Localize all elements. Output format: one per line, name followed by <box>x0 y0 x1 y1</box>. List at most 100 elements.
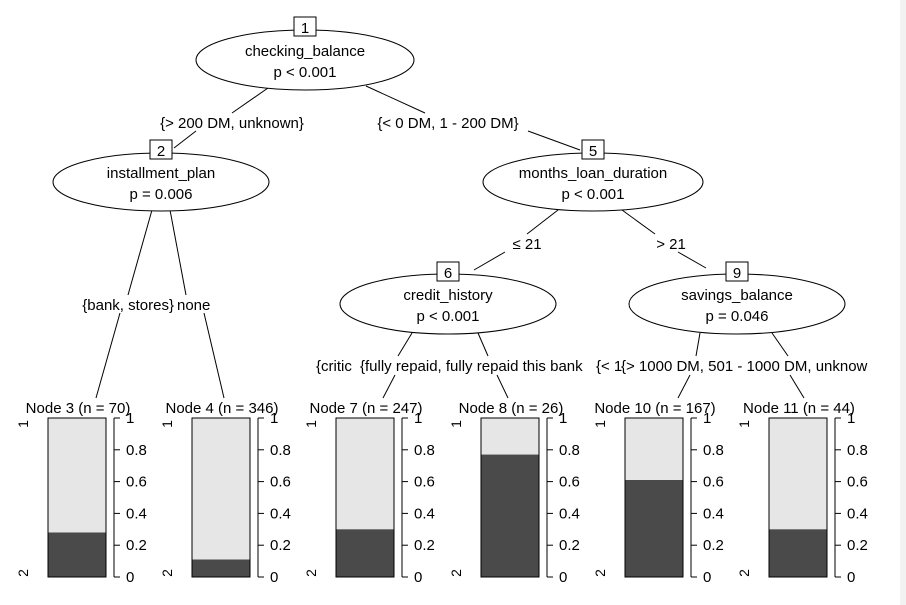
bar-frame <box>191 417 251 578</box>
node-variable: installment_plan <box>107 165 215 182</box>
class-label-top: 1 <box>159 420 175 428</box>
edge-1-2-lower <box>173 130 197 149</box>
node-id: 9 <box>733 265 741 282</box>
terminal-node: Node 10 (n = 167)12 00.20.40.60.81 <box>592 400 724 586</box>
node-variable: months_loan_duration <box>519 165 667 182</box>
bar-axis-tick-label: 0.8 <box>126 442 147 459</box>
class-label-bottom: 2 <box>159 569 175 577</box>
bar-axis-tick-label: 0.6 <box>126 474 147 491</box>
node-id: 1 <box>301 20 309 37</box>
bar-axis-tick-label: 0.8 <box>847 442 868 459</box>
bar-frame <box>335 417 395 578</box>
bar-frame <box>47 417 107 578</box>
edge-label: {> 1000 DM, 501 - 1000 DM, unknow <box>621 358 868 375</box>
class-label-top: 1 <box>303 420 319 428</box>
edge-9-10-lower <box>677 374 691 399</box>
tree-edges <box>95 85 805 399</box>
vertical-scrollbar[interactable] <box>900 0 906 605</box>
edge-label: ≤ 21 <box>512 236 541 253</box>
bar-axis-tick-label: 0 <box>414 569 422 586</box>
terminal-node-label: Node 3 (n = 70) <box>26 400 131 417</box>
edge-label: {< 1 <box>596 358 622 375</box>
edge-9-11 <box>771 332 789 357</box>
node-variable: savings_balance <box>681 287 793 304</box>
inner-node-6: 6 credit_history p < 0.001 <box>339 261 557 335</box>
edge-2-4-lower <box>203 312 225 399</box>
bar-axis-tick-label: 0.2 <box>703 537 724 554</box>
edge-label: {critic <box>316 358 352 375</box>
edge-6-8-lower <box>496 374 509 399</box>
terminal-node-label: Node 8 (n = 26) <box>459 400 564 417</box>
class-label-top: 1 <box>15 420 31 428</box>
bar-axis-tick-label: 0.2 <box>559 537 580 554</box>
inner-node-5: 5 months_loan_duration p < 0.001 <box>482 139 704 212</box>
inner-node-2: 2 installment_plan p = 0.006 <box>52 139 270 212</box>
terminal-node: Node 3 (n = 70)12 00.20.40.60.81 <box>15 400 147 586</box>
bar-dark-segment <box>336 529 394 577</box>
bar-dark-segment <box>625 480 683 577</box>
bar-light-segment <box>48 418 106 533</box>
bar-axis-tick-label: 0.6 <box>559 474 580 491</box>
node-variable: checking_balance <box>245 43 365 60</box>
bar-axis-tick-label: 0.4 <box>703 505 724 522</box>
edge-2-3 <box>127 209 153 296</box>
edge-1-5 <box>365 85 426 114</box>
bar-axis-tick-label: 0 <box>270 569 278 586</box>
edge-6-7 <box>397 332 413 357</box>
node-id: 2 <box>157 143 165 160</box>
terminal-node-label: Node 10 (n = 167) <box>594 400 715 417</box>
inner-node-9: 9 savings_balance p = 0.046 <box>628 261 846 335</box>
class-label-top: 1 <box>592 420 608 428</box>
bar-axis-tick-label: 0.8 <box>414 442 435 459</box>
bar-axis-tick-label: 1 <box>847 410 855 427</box>
node-variable: credit_history <box>403 287 493 304</box>
bar-axis-tick-label: 1 <box>559 410 567 427</box>
bar-axis-tick-label: 0.6 <box>270 474 291 491</box>
bar-dark-segment <box>48 532 106 577</box>
edge-9-10 <box>695 332 701 357</box>
bar-axis-tick-label: 0.6 <box>703 474 724 491</box>
class-label-bottom: 2 <box>736 569 752 577</box>
inner-node-1: 1 checking_balance p < 0.001 <box>195 16 415 91</box>
bar-frame <box>480 417 540 578</box>
node-pvalue: p < 0.001 <box>274 64 337 81</box>
node-pvalue: p = 0.006 <box>130 186 193 203</box>
bar-light-segment <box>192 418 250 560</box>
bar-axis-tick-label: 1 <box>270 410 278 427</box>
node-pvalue: p = 0.046 <box>706 308 769 325</box>
bar-axis-tick-label: 0.2 <box>414 537 435 554</box>
node-ellipse <box>195 29 415 91</box>
bar-axis-tick-label: 0.4 <box>847 505 868 522</box>
bar-frame <box>768 417 828 578</box>
bar-axis-tick-label: 0 <box>703 569 711 586</box>
edge-label: {< 0 DM, 1 - 200 DM} <box>377 115 518 132</box>
bar-axis-tick-label: 0 <box>847 569 855 586</box>
edge-6-7-lower <box>382 374 396 399</box>
edge-2-3-lower <box>95 312 121 399</box>
bar-axis-tick-label: 0.2 <box>270 537 291 554</box>
edge-label: > 21 <box>656 236 686 253</box>
class-label-top: 1 <box>448 420 464 428</box>
bar-light-segment <box>336 418 394 530</box>
terminal-node: Node 11 (n = 44)12 00.20.40.60.81 <box>736 400 868 586</box>
bar-dark-segment <box>769 529 827 577</box>
bar-dark-segment <box>481 454 539 577</box>
edge-5-6 <box>526 209 559 235</box>
bar-axis-tick-label: 1 <box>703 410 711 427</box>
class-label-bottom: 2 <box>303 569 319 577</box>
edge-label: {bank, stores} <box>82 297 174 314</box>
bar-axis-tick-label: 0.6 <box>847 474 868 491</box>
terminal-node: Node 8 (n = 26)12 00.20.40.60.81 <box>448 400 580 586</box>
class-label-bottom: 2 <box>592 569 608 577</box>
node-id-box <box>436 261 460 282</box>
terminal-node-label: Node 4 (n = 346) <box>166 400 279 417</box>
edge-5-9 <box>621 209 656 235</box>
bar-axis-tick-label: 1 <box>414 410 422 427</box>
edge-5-9-lower <box>677 251 707 269</box>
bar-dark-segment <box>192 559 250 577</box>
bar-axis-tick-label: 0.4 <box>559 505 580 522</box>
bar-axis-tick-label: 0 <box>559 569 567 586</box>
bar-frame <box>624 417 684 578</box>
